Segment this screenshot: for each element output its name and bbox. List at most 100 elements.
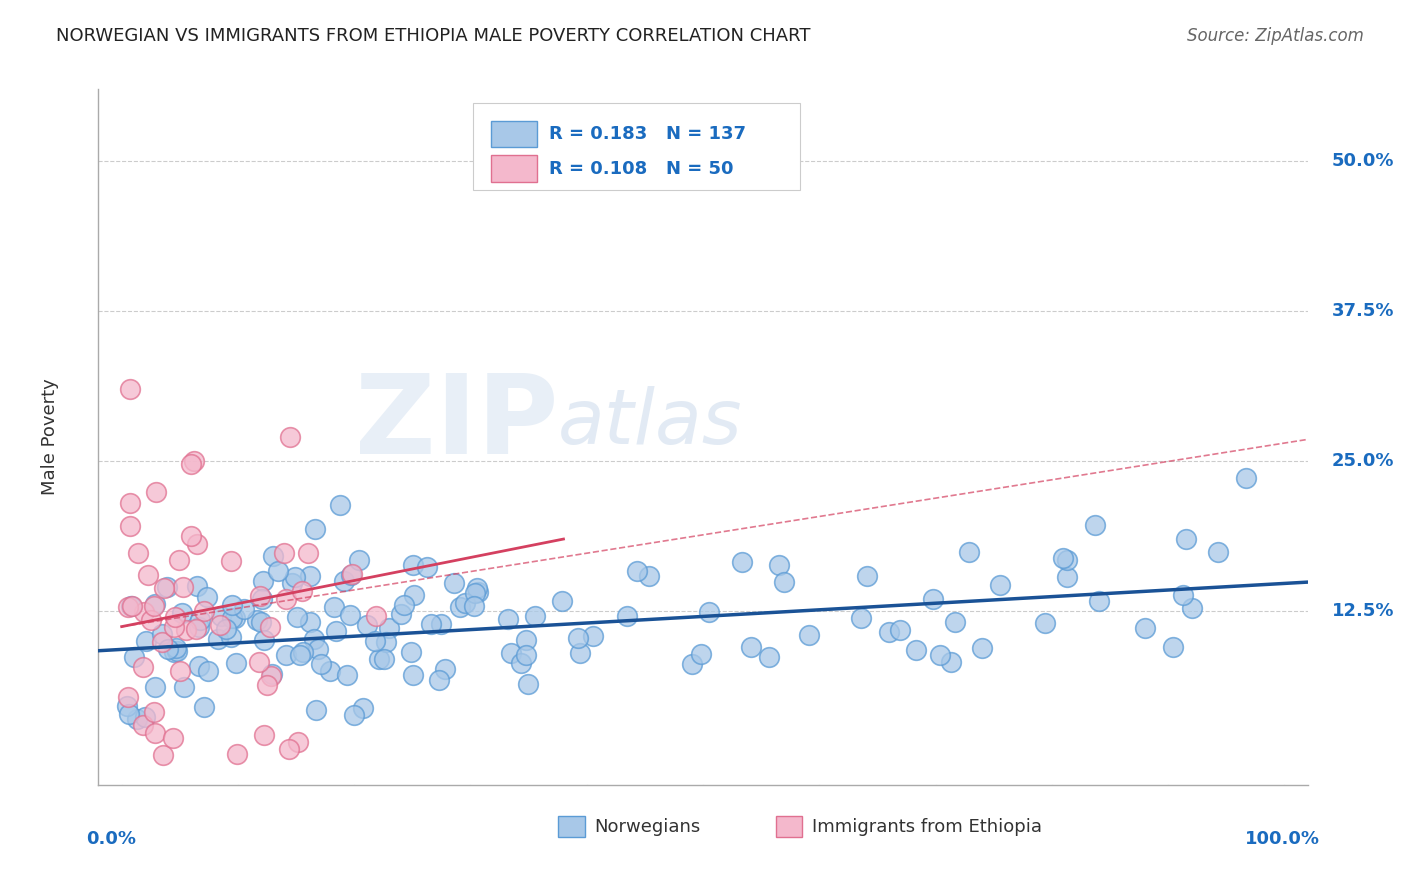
Point [117,600,139,615]
Point [127,713,149,727]
Point [740,640,762,654]
Point [283,570,305,584]
Point [214,622,236,636]
Point [166,644,188,658]
Point [152,747,174,762]
Point [449,600,471,615]
Point [118,496,141,510]
Point [143,726,166,740]
Point [1084,517,1107,532]
Point [356,617,378,632]
Point [1088,593,1111,607]
Text: R = 0.183   N = 137: R = 0.183 N = 137 [550,126,747,144]
Point [117,698,139,713]
Point [260,667,283,681]
Point [193,700,215,714]
Point [285,610,308,624]
Point [304,522,326,536]
Point [197,664,219,678]
Point [118,518,141,533]
Point [581,628,603,642]
Point [465,581,488,595]
Point [169,665,191,679]
Point [246,613,269,627]
Point [367,652,389,666]
Point [131,718,153,732]
Point [340,567,363,582]
Point [1174,533,1197,547]
Point [163,645,186,659]
Point [174,624,197,638]
Point [186,537,208,551]
Point [188,620,211,634]
Point [299,569,322,583]
Point [292,645,315,659]
Point [427,673,450,687]
Point [567,631,589,645]
Point [225,657,247,671]
Point [267,564,290,578]
Point [195,590,218,604]
Point [797,628,820,642]
Point [252,574,274,589]
Point [221,611,243,625]
Point [523,608,546,623]
Point [232,601,254,615]
Point [463,599,485,614]
Point [464,585,486,599]
Point [318,664,340,678]
Text: Immigrants from Ethiopia: Immigrants from Ethiopia [811,818,1042,836]
Point [287,735,309,749]
Text: 25.0%: 25.0% [1331,452,1395,470]
Point [336,668,359,682]
Point [467,584,489,599]
Point [157,641,180,656]
Text: R = 0.108   N = 50: R = 0.108 N = 50 [550,161,734,178]
Point [297,546,319,560]
Point [1181,600,1204,615]
Point [373,652,395,666]
Point [276,591,298,606]
Point [772,574,794,589]
Point [1056,570,1078,584]
Point [339,607,361,622]
Text: 0.0%: 0.0% [86,830,136,848]
Point [939,655,962,669]
Text: 50.0%: 50.0% [1331,153,1395,170]
Point [877,625,900,640]
Point [145,485,167,500]
Point [957,544,980,558]
Point [172,606,194,620]
Point [333,574,356,588]
Point [515,648,537,662]
Point [307,642,329,657]
Point [325,624,347,638]
Point [758,650,780,665]
Point [150,634,173,648]
Point [127,546,149,560]
Point [260,668,283,682]
FancyBboxPatch shape [474,103,800,190]
Point [183,454,205,468]
Point [501,646,523,660]
Point [929,648,952,662]
Point [281,576,304,591]
Point [404,588,426,602]
Point [180,457,202,471]
Point [309,657,332,671]
Point [121,599,143,613]
Point [626,564,648,578]
Point [188,659,211,673]
Bar [492,155,537,182]
Point [132,605,155,619]
Point [454,596,477,610]
Point [249,615,271,629]
Text: Norwegians: Norwegians [595,818,700,836]
Bar [776,816,803,837]
Point [163,610,186,624]
Point [132,659,155,673]
Point [224,611,246,625]
Point [1033,615,1056,630]
Point [139,614,162,628]
Point [207,632,229,646]
